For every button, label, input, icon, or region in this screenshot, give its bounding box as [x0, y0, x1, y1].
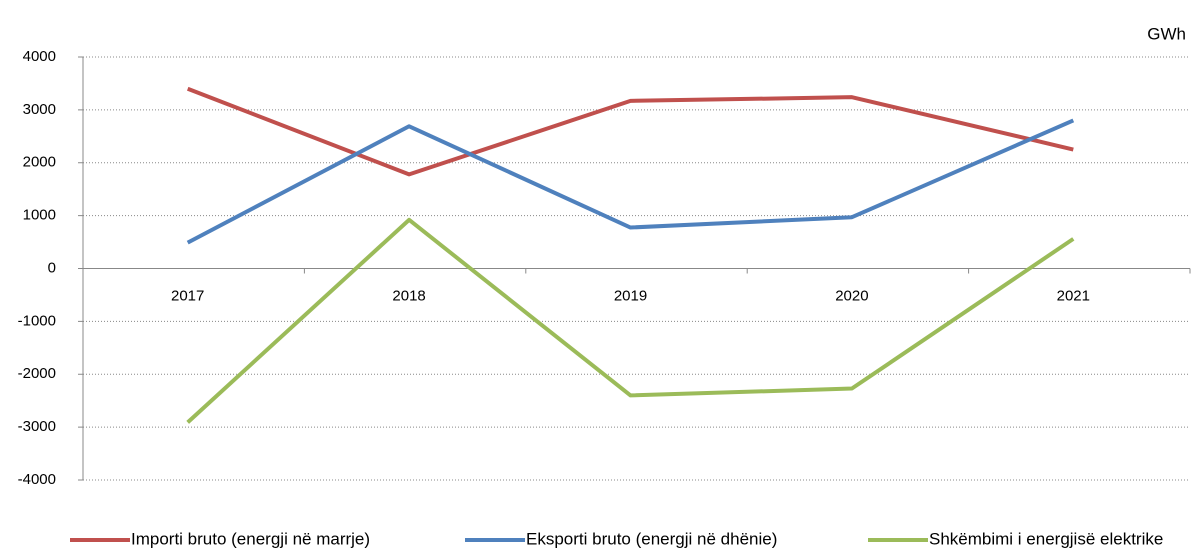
series-line: [186, 118, 1075, 245]
y-tick-label: 2000: [23, 154, 56, 171]
y-tick-label: -4000: [18, 471, 56, 488]
y-tick-label: -2000: [18, 365, 56, 382]
x-tick-label: 2019: [614, 287, 647, 304]
y-tick-label: -3000: [18, 418, 56, 435]
y-tick-label: -1000: [18, 312, 56, 329]
y-tick-label: 0: [48, 259, 56, 276]
legend-label: Importi bruto (energji në marrje): [131, 529, 370, 548]
unit-label: GWh: [1147, 24, 1186, 43]
x-tick-label: 2021: [1057, 287, 1090, 304]
x-tick-label: 2017: [171, 287, 204, 304]
x-tick-label: 2018: [392, 287, 425, 304]
series-line: [186, 86, 1074, 177]
legend-label: Eksporti bruto (energji në dhënie): [526, 529, 777, 548]
series-line: [186, 217, 1075, 424]
y-tick-label: 1000: [23, 207, 56, 224]
y-tick-label: 3000: [23, 101, 56, 118]
legend-label: Shkëmbimi i energjisë elektrike: [929, 529, 1163, 548]
y-tick-label: 4000: [23, 48, 56, 65]
x-tick-label: 2020: [835, 287, 868, 304]
